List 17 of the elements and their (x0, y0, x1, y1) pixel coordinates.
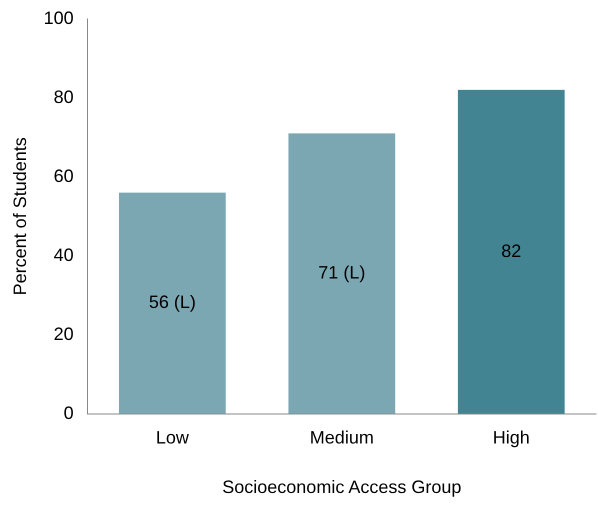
y-tick-label: 20 (54, 324, 74, 344)
data-label: 82 (501, 240, 522, 261)
y-axis-title: Percent of Students (10, 137, 30, 296)
x-tick-label: Medium (310, 428, 374, 448)
x-tick-label: Low (156, 428, 190, 448)
y-tick-label: 40 (54, 244, 74, 265)
data-label: 56 (L) (148, 292, 196, 312)
x-axis-title: Socioeconomic Access Group (222, 477, 462, 498)
y-tick-label: 60 (54, 166, 74, 186)
bar (118, 192, 226, 414)
y-tick-label: 0 (64, 402, 74, 423)
bar (288, 133, 396, 414)
y-tick-label: 80 (54, 86, 74, 107)
data-label: 71 (L) (318, 262, 366, 283)
y-tick-label: 100 (44, 8, 74, 28)
bar (458, 90, 565, 414)
x-tick-label: High (492, 428, 530, 448)
